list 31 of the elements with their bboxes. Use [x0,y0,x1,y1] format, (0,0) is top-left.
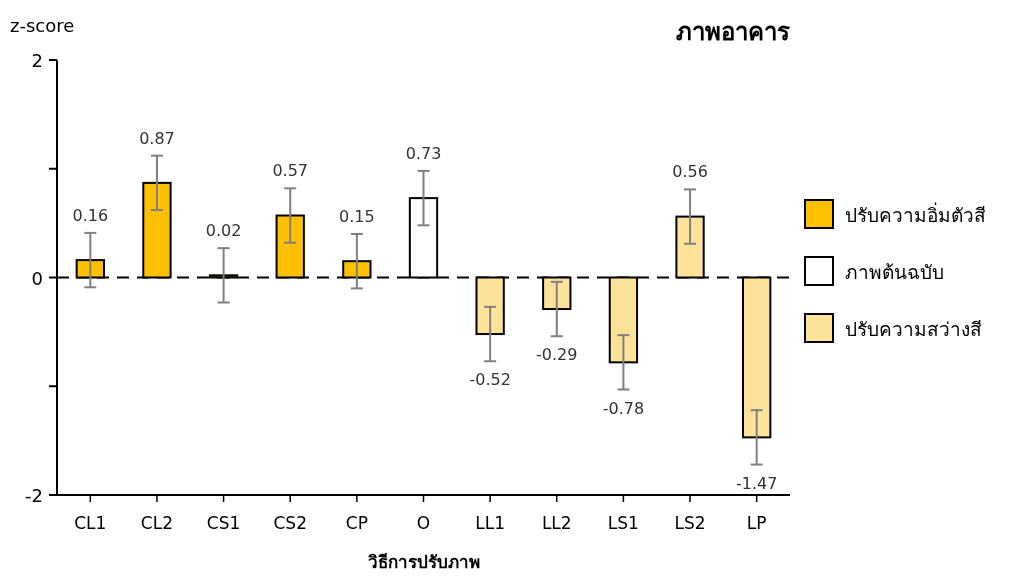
data-label: 0.15 [339,207,375,226]
x-tick-label: LS2 [674,513,706,533]
data-label: -0.78 [602,398,645,418]
y-tick-label: -2 [25,485,43,506]
legend-label: ภาพต้นฉบับ [845,261,944,283]
chart-title: ภาพอาคาร [676,18,790,46]
x-tick-label: O [416,513,431,533]
x-tick-label: LP [746,513,767,533]
legend-label: ปรับความอิ่มตัวสี [845,202,986,226]
data-label: -0.29 [536,345,578,365]
x-tick-label: CS2 [273,513,307,533]
x-tick-label: CS1 [206,513,241,533]
x-tick-label: CP [345,513,368,533]
data-label: 0.57 [272,161,309,181]
data-label: -0.52 [469,370,511,390]
x-tick-label: LL1 [475,513,506,533]
x-axis-title: วิธีการปรับภาพ [367,552,480,572]
data-label: 0.02 [205,221,242,241]
data-label: 0.87 [139,128,175,148]
y-tick-label: 0 [31,267,43,289]
x-tick-label: LS1 [607,513,639,533]
x-tick-label: LL2 [541,513,572,533]
legend-label: ปรับความสว่างสี [845,318,982,340]
data-label: 0.16 [72,205,109,225]
x-tick-label: CL2 [140,513,174,533]
y-tick-label: 2 [31,50,43,71]
y-axis-title: z-score [10,15,75,36]
x-tick-label: CL1 [74,513,107,533]
data-label: 0.73 [405,143,442,163]
data-label: -1.47 [735,473,778,493]
data-label: 0.56 [672,162,708,182]
